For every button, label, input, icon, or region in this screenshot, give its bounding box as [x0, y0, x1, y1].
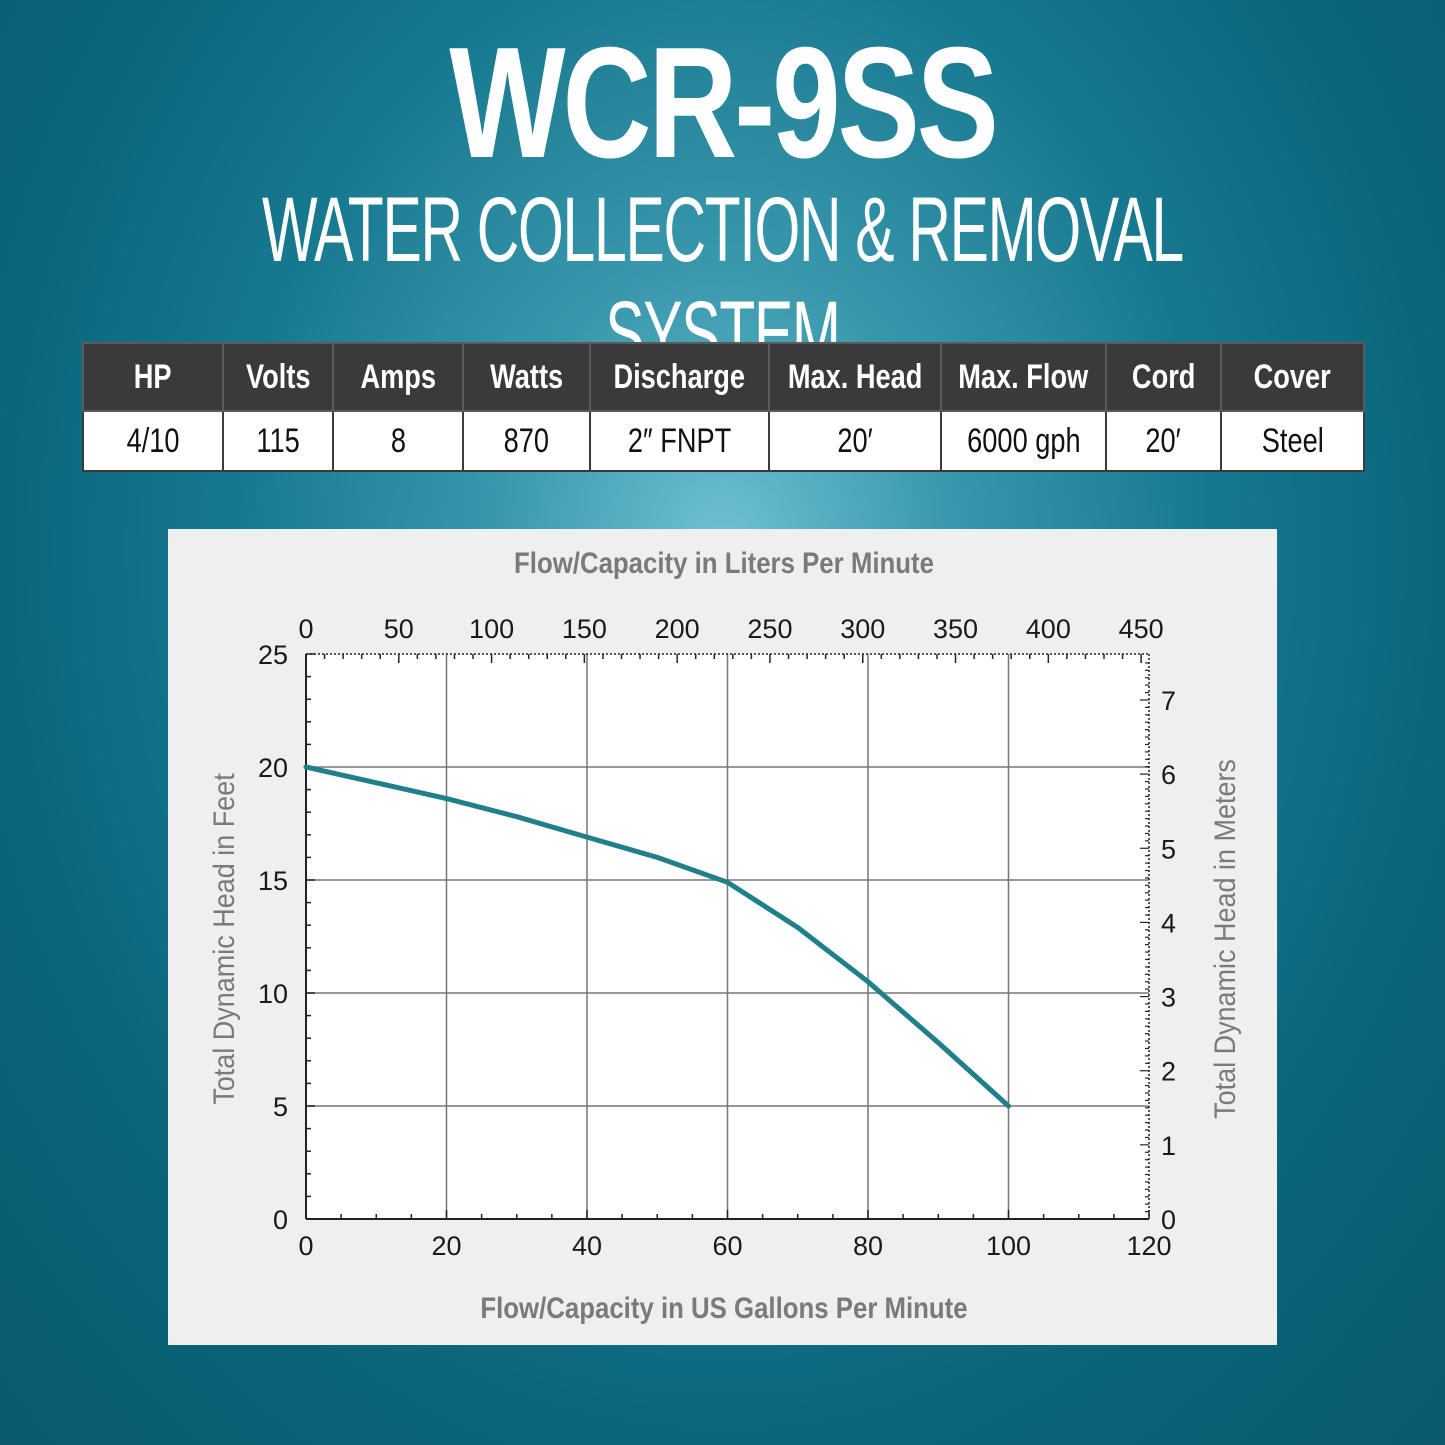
y2-tick-label: 3 [1161, 983, 1176, 1013]
y-tick-label: 10 [258, 979, 288, 1009]
spec-header-volts: Volts [222, 342, 334, 412]
spec-header-max-flow: Max. Flow [940, 342, 1107, 412]
y2-axis-title: Total Dynamic Head in Meters [1209, 759, 1243, 1119]
spec-value-discharge: 2″ FNPT [589, 410, 770, 472]
x2-tick-label: 50 [384, 614, 414, 644]
spec-header-discharge: Discharge [589, 342, 770, 412]
spec-value-max-head: 20′ [768, 410, 942, 472]
spec-value-max-flow: 6000 gph [940, 410, 1107, 472]
series-line [303, 764, 1011, 1109]
x2-tick-label: 150 [562, 614, 607, 644]
x2-tick-label: 250 [747, 614, 792, 644]
y-tick-label: 25 [258, 640, 288, 670]
y-tick-label: 0 [273, 1205, 288, 1235]
spec-value-row: 4/10 115 8 870 2″ FNPT 20′ 6000 gph 20′ … [82, 410, 1365, 472]
y2-tick-label: 2 [1161, 1057, 1176, 1087]
spec-value-amps: 8 [332, 410, 464, 472]
spec-header-watts: Watts [462, 342, 591, 412]
y2-tick-label: 4 [1161, 908, 1176, 938]
x-tick-label: 40 [572, 1231, 602, 1261]
x-tick-label: 100 [986, 1231, 1031, 1261]
x-axis-title: Flow/Capacity in US Gallons Per Minute [480, 1291, 967, 1324]
y2-tick-label: 6 [1161, 760, 1176, 790]
y2-tick-label: 7 [1161, 686, 1176, 716]
x2-tick-label: 300 [840, 614, 885, 644]
x-tick-label: 120 [1126, 1231, 1171, 1261]
spec-value-cover: Steel [1220, 410, 1365, 472]
x2-tick-label: 0 [298, 614, 313, 644]
x2-tick-label: 350 [933, 614, 978, 644]
page-title: WCR-9SS [449, 15, 999, 191]
spec-header-cover: Cover [1220, 342, 1365, 412]
y2-tick-label: 1 [1161, 1131, 1176, 1161]
spec-header-row: HP Volts Amps Watts Discharge Max. Head … [82, 342, 1365, 412]
y2-tick-label: 5 [1161, 834, 1176, 864]
spec-value-watts: 870 [462, 410, 591, 472]
spec-header-max-head: Max. Head [768, 342, 942, 412]
y-tick-label: 5 [273, 1092, 288, 1122]
x2-tick-label: 400 [1026, 614, 1071, 644]
spec-value-cord: 20′ [1105, 410, 1222, 472]
spec-header-cord: Cord [1105, 342, 1222, 412]
spec-value-hp: 4/10 [82, 410, 224, 472]
y-tick-label: 20 [258, 753, 288, 783]
y2-tick-label: 0 [1161, 1205, 1176, 1235]
axes [305, 653, 1150, 1220]
x-tick-label: 60 [712, 1231, 742, 1261]
x-tick-label: 0 [298, 1231, 313, 1261]
x-tick-label: 80 [853, 1231, 883, 1261]
spec-table: HP Volts Amps Watts Discharge Max. Head … [82, 342, 1365, 472]
y-tick-label: 15 [258, 866, 288, 896]
pump-curve-chart-panel: 0 20 40 60 80 100 120 0 5 10 15 20 25 0 50 100 150 200 250… [168, 529, 1277, 1345]
y-axis-title: Total Dynamic Head in Feet [208, 773, 242, 1104]
spec-header-amps: Amps [332, 342, 464, 412]
x2-tick-label: 450 [1119, 614, 1164, 644]
spec-value-volts: 115 [222, 410, 334, 472]
x-tick-label: 20 [431, 1231, 461, 1261]
series-layer [303, 764, 1011, 1109]
x2-tick-label: 200 [655, 614, 700, 644]
x2-tick-label: 100 [469, 614, 514, 644]
x2-axis-title: Flow/Capacity in Liters Per Minute [514, 546, 934, 579]
page-subtitle: WATER COLLECTION & REMOVAL SYSTEM [262, 179, 1184, 385]
spec-header-hp: HP [82, 342, 224, 412]
